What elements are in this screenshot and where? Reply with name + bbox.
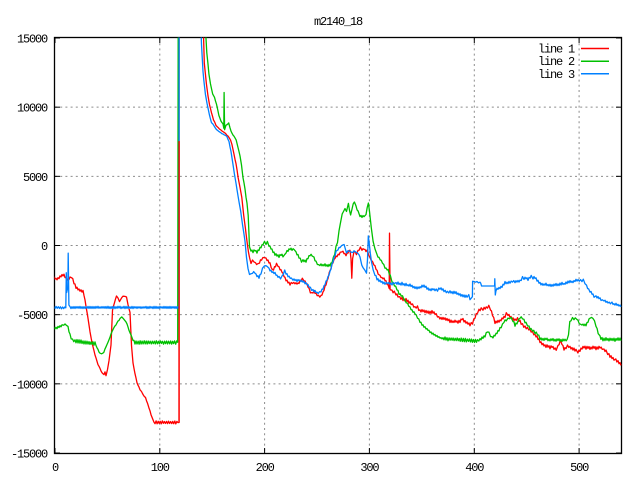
svg-text:200: 200 xyxy=(256,461,275,475)
svg-text:m2140_18: m2140_18 xyxy=(314,15,363,29)
svg-text:100: 100 xyxy=(151,461,170,475)
svg-text:500: 500 xyxy=(570,461,589,475)
svg-text:15000: 15000 xyxy=(17,33,48,47)
svg-text:400: 400 xyxy=(465,461,484,475)
svg-text:line 1: line 1 xyxy=(538,43,575,57)
svg-text:line 3: line 3 xyxy=(538,68,575,82)
svg-text:10000: 10000 xyxy=(17,102,48,116)
svg-text:5000: 5000 xyxy=(23,171,48,185)
svg-text:-15000: -15000 xyxy=(11,448,48,462)
svg-text:300: 300 xyxy=(360,461,379,475)
svg-text:-5000: -5000 xyxy=(17,309,48,323)
svg-text:line 2: line 2 xyxy=(538,55,575,69)
svg-text:0: 0 xyxy=(41,240,48,254)
svg-text:-10000: -10000 xyxy=(11,378,48,392)
svg-text:0: 0 xyxy=(52,461,59,475)
